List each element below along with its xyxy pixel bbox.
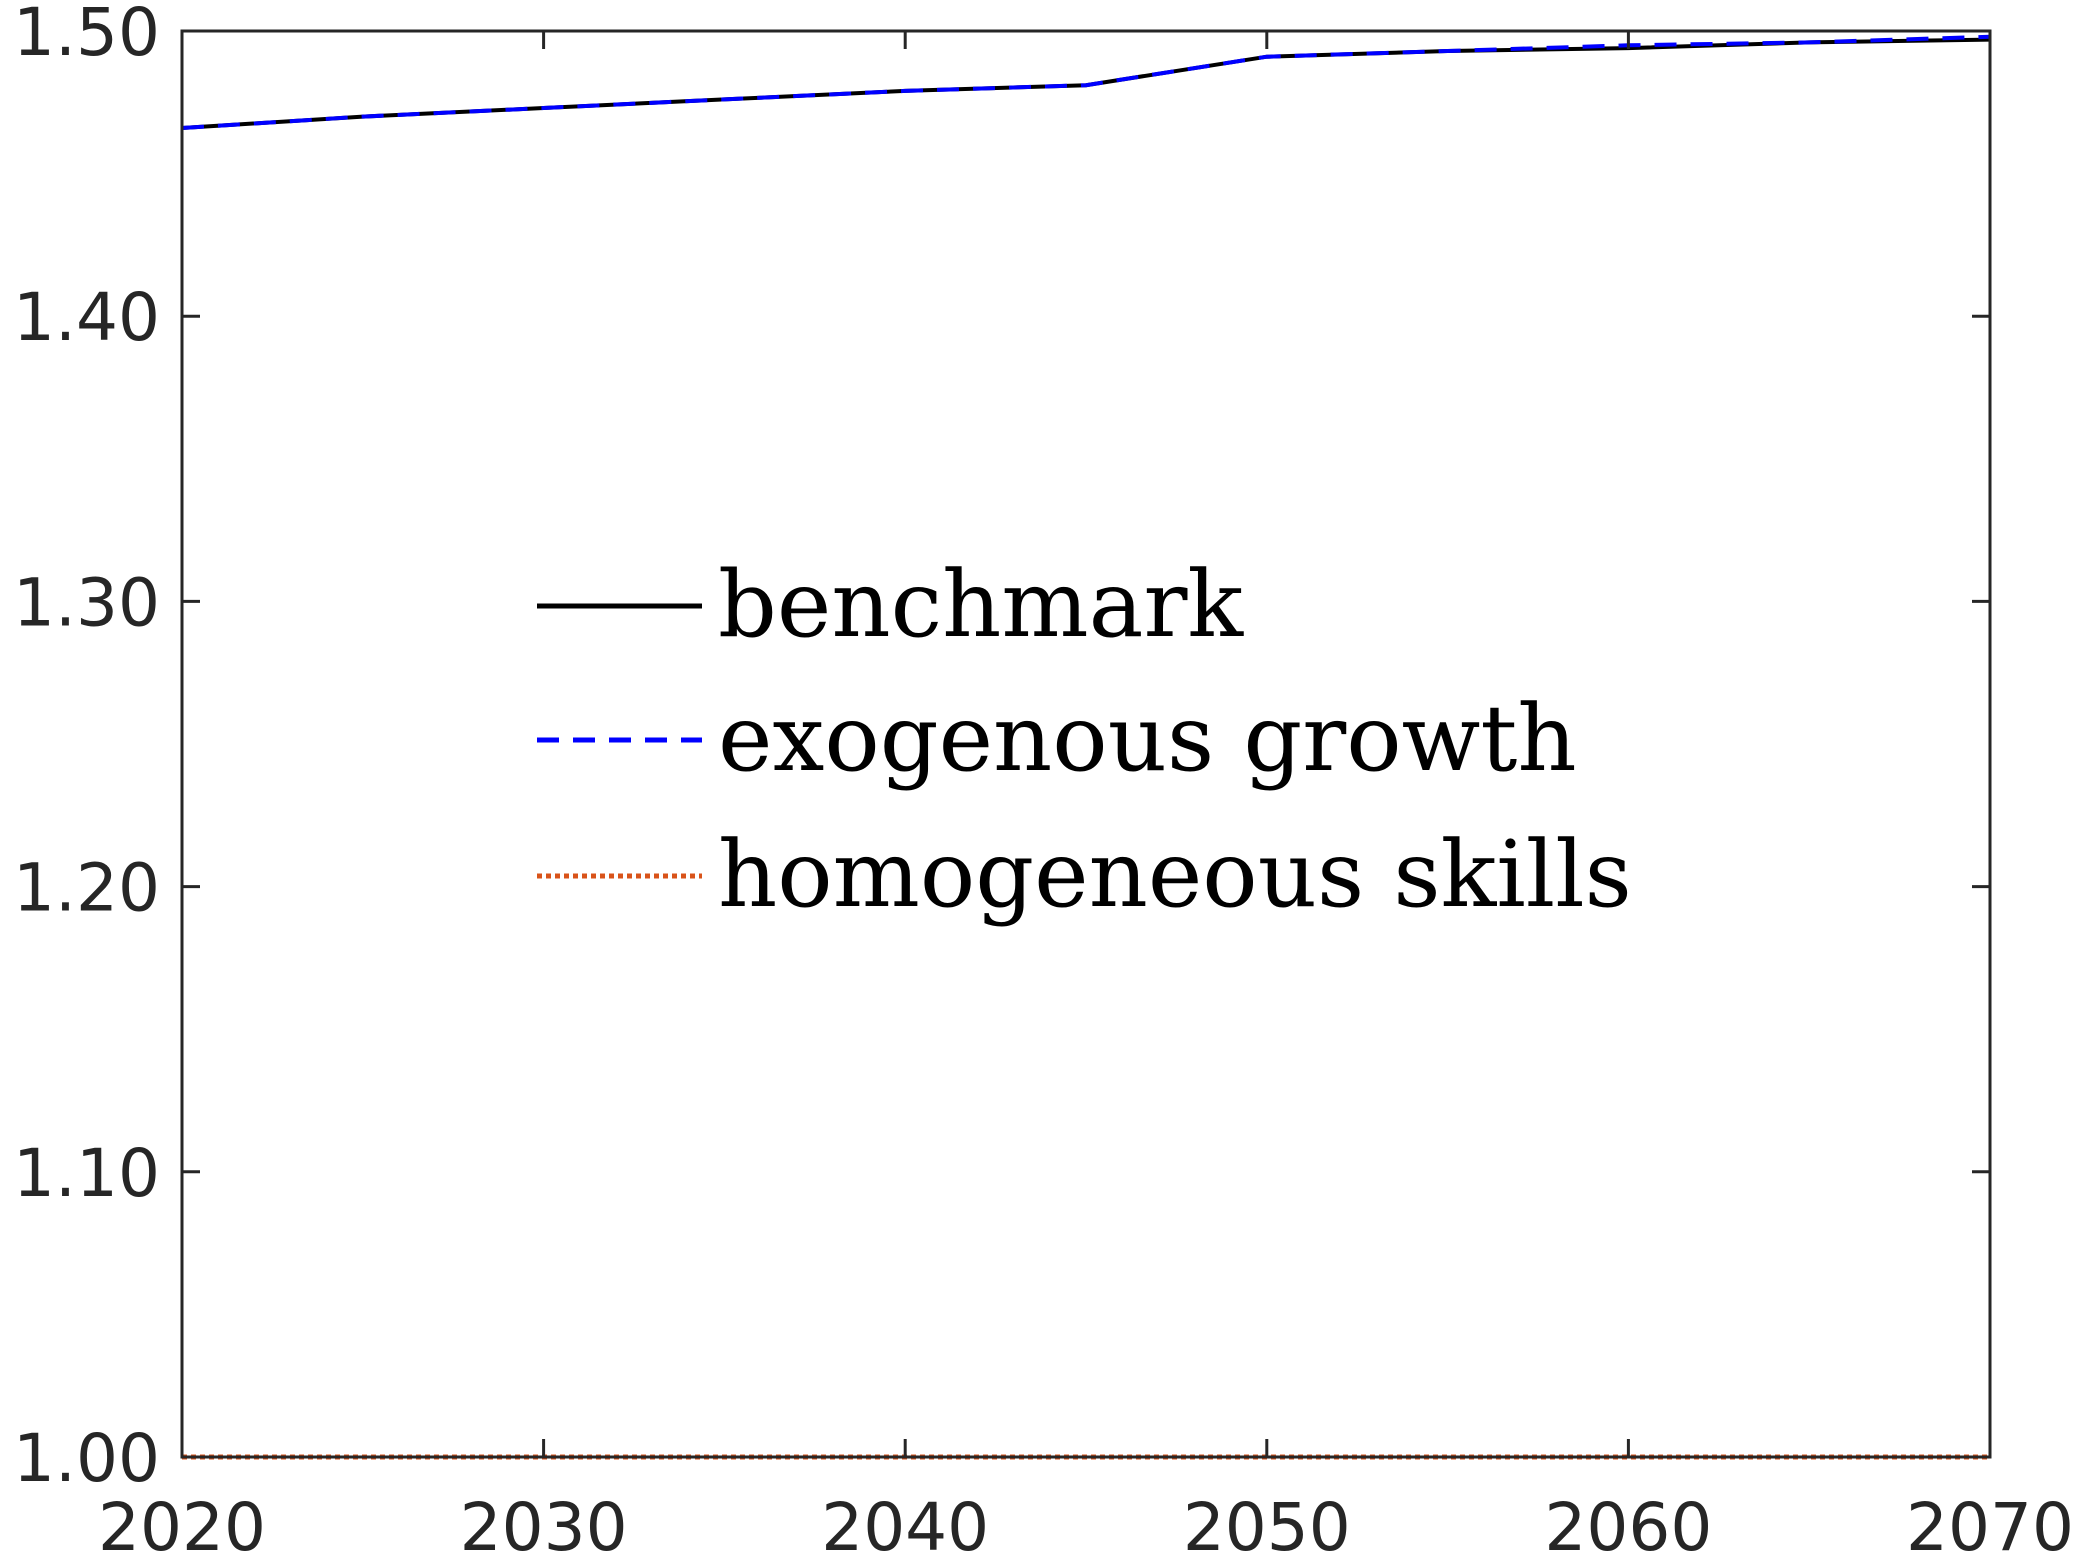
legend-label: exogenous growth bbox=[718, 685, 1577, 792]
x-tick-label: 2060 bbox=[1544, 1489, 1712, 1554]
series-line-exogenous-growth bbox=[181, 34, 1991, 130]
x-tick-label: 2070 bbox=[1906, 1489, 2074, 1554]
plot-frame bbox=[180, 29, 1992, 1459]
legend-label: homogeneous skills bbox=[718, 821, 1632, 928]
x-tick-label: 2030 bbox=[460, 1489, 628, 1554]
x-tick-label: 2050 bbox=[1183, 1489, 1351, 1554]
y-tick-label: 1.10 bbox=[13, 1135, 160, 1212]
x-tick-label: 2040 bbox=[821, 1489, 989, 1554]
legend: benchmark exogenous growth homogeneous ski… bbox=[537, 551, 1632, 928]
y-tick-label: 1.30 bbox=[13, 564, 160, 641]
x-tick-label: 2020 bbox=[98, 1489, 266, 1554]
y-tick-label: 1.00 bbox=[13, 1420, 160, 1497]
legend-label: benchmark bbox=[718, 551, 1244, 658]
y-tick-label: 1.20 bbox=[13, 850, 160, 927]
tick-layer: 2020 2030 2040 2050 2060 2070 1.00 1.10 1.20 1.30… bbox=[13, 0, 2074, 1559]
y-tick-label: 1.50 bbox=[13, 0, 160, 71]
y-tick-label: 1.40 bbox=[13, 279, 160, 356]
